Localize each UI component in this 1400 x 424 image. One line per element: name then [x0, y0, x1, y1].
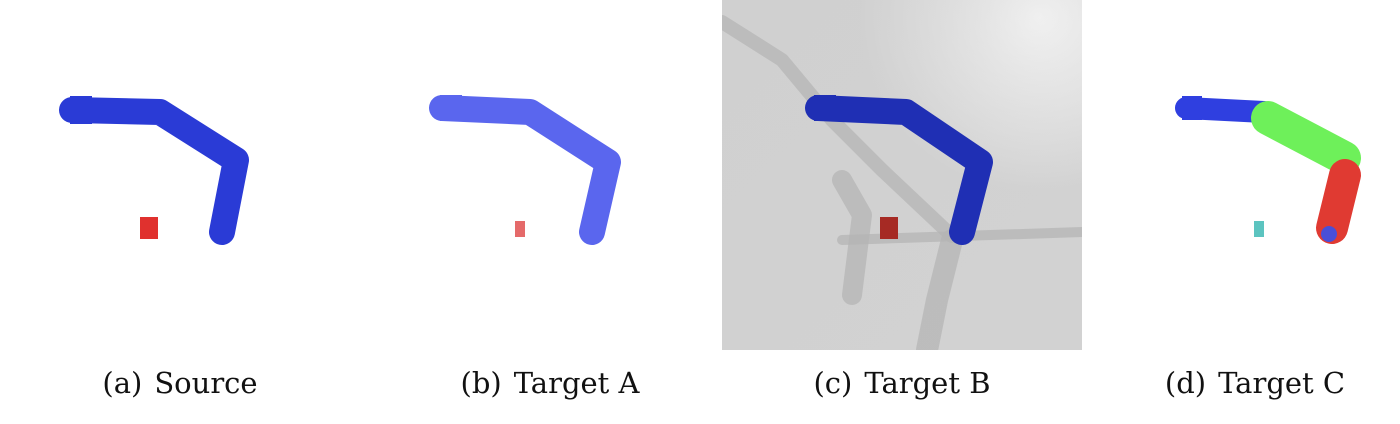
figure-panel-target-a: (b) Target A: [370, 0, 730, 424]
arm-tip: [1321, 226, 1337, 242]
caption-target-a: (b) Target A: [370, 366, 730, 400]
figure-panel-source: (a) Source: [0, 0, 360, 424]
arm-base: [814, 95, 836, 121]
reacher-render-target-c: [1175, 96, 1361, 244]
caption-tag: (d): [1164, 366, 1207, 400]
target-marker: [140, 217, 158, 239]
reacher-render-target-b: [722, 0, 1082, 350]
caption-tag: (a): [102, 366, 143, 400]
arm-base: [70, 96, 92, 124]
caption-tag: (b): [460, 366, 502, 400]
caption-target-c: (d) Target C: [1110, 366, 1400, 400]
reacher-render-target-a: [429, 95, 621, 245]
arm-segment-3: [1316, 159, 1361, 244]
caption-label: Target B: [864, 366, 991, 400]
target-marker: [880, 217, 898, 239]
figure-panel-target-b: (c) Target B: [722, 0, 1082, 424]
caption-label: Source: [154, 366, 258, 400]
arm-base: [440, 95, 462, 121]
arm-base: [1182, 96, 1202, 120]
target-marker: [1254, 221, 1264, 237]
caption-target-b: (c) Target B: [722, 366, 1082, 400]
figure-panel-target-c: (d) Target C: [1110, 0, 1400, 424]
arm-segment-2: [1251, 101, 1361, 175]
reacher-render-source: [59, 96, 249, 245]
robot-arm: [59, 97, 249, 245]
caption-label: Target A: [513, 366, 640, 400]
caption-label: Target C: [1218, 366, 1346, 400]
target-marker: [515, 221, 525, 237]
caption-source: (a) Source: [0, 366, 360, 400]
robot-arm: [429, 95, 621, 245]
robot-arm: [805, 95, 993, 245]
caption-tag: (c): [813, 366, 853, 400]
